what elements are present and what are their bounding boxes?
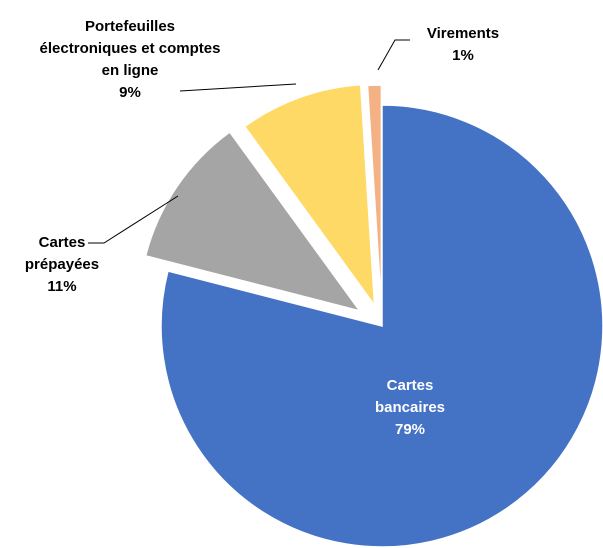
value-label: 9% xyxy=(119,84,141,101)
leader-line xyxy=(377,39,410,71)
category-label: Cartes bancaires xyxy=(374,377,446,416)
data-label: Cartes bancaires 79% xyxy=(350,375,470,441)
slice xyxy=(144,130,362,313)
leader-line xyxy=(179,83,297,92)
leader-line xyxy=(88,195,179,244)
slice xyxy=(160,104,603,548)
category-label: Virements xyxy=(426,25,500,42)
value-label: 1% xyxy=(452,47,474,64)
data-label: Portefeuilles électroniques et comptes e… xyxy=(35,16,225,104)
slice xyxy=(366,84,383,307)
category-label: Portefeuilles électroniques et comptes e… xyxy=(39,18,221,79)
data-label: Cartes prépayées 11% xyxy=(7,232,117,298)
value-label: 11% xyxy=(47,278,77,295)
category-label: Cartes prépayées xyxy=(24,234,100,273)
slice xyxy=(243,83,376,308)
value-label: 79% xyxy=(394,421,426,438)
data-label: Virements 1% xyxy=(408,23,518,67)
